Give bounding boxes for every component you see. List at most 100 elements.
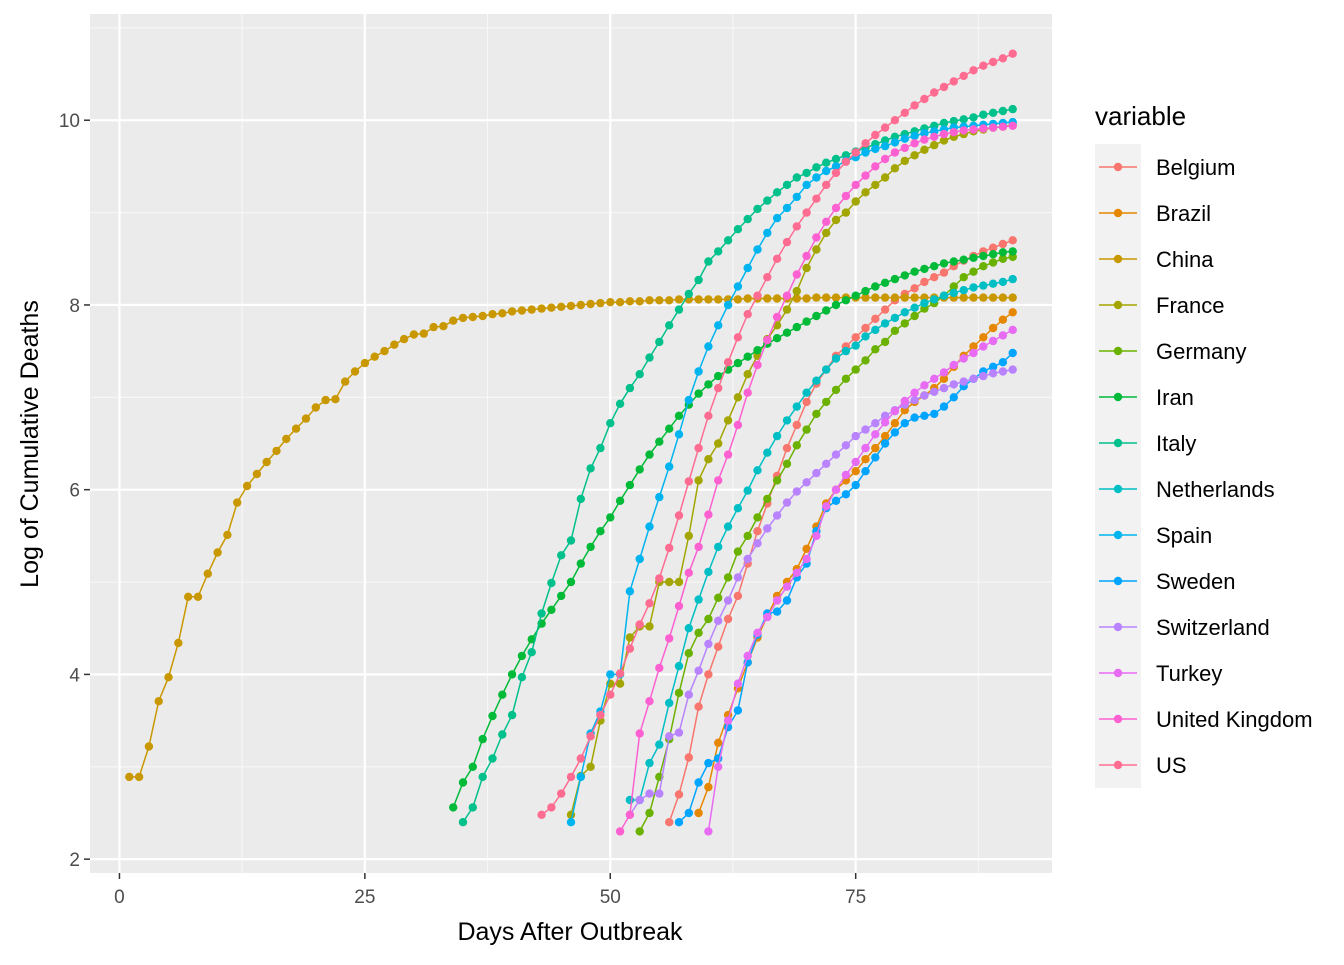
data-point: [900, 156, 909, 166]
data-point: [753, 291, 762, 300]
data-point: [665, 296, 674, 305]
data-point: [969, 293, 978, 302]
data-point: [851, 180, 860, 190]
data-point: [301, 414, 311, 423]
data-point: [615, 399, 625, 408]
data-point: [596, 710, 605, 720]
legend-key-point: [1113, 254, 1123, 264]
legend-item-iran: Iran: [1099, 385, 1194, 410]
data-point: [880, 173, 890, 182]
data-point: [930, 273, 939, 282]
legend-label: Turkey: [1156, 661, 1222, 686]
data-point: [262, 457, 271, 467]
data-point: [282, 434, 291, 444]
data-point: [625, 297, 635, 306]
data-point: [625, 480, 635, 490]
data-point: [930, 262, 939, 271]
data-point: [782, 443, 792, 453]
data-point: [812, 173, 821, 182]
data-point: [723, 614, 733, 624]
data-point: [704, 827, 713, 836]
data-point: [566, 577, 576, 587]
data-point: [763, 273, 772, 282]
data-point: [753, 527, 762, 536]
data-point: [979, 293, 988, 302]
series-line: [629, 278, 1013, 801]
data-point: [763, 294, 772, 303]
data-point: [802, 544, 811, 553]
data-point: [930, 374, 939, 383]
data-point: [831, 293, 841, 302]
data-point: [733, 420, 743, 430]
data-point: [733, 504, 743, 513]
legend-key-point: [1113, 208, 1123, 218]
data-point: [606, 690, 615, 699]
data-point: [822, 459, 831, 468]
data-point: [625, 644, 635, 653]
data-point: [979, 251, 988, 261]
data-point: [949, 128, 958, 137]
data-point: [743, 214, 752, 224]
data-point: [723, 596, 733, 605]
data-point: [645, 758, 654, 768]
data-point: [969, 267, 978, 276]
data-point: [596, 527, 605, 536]
data-point: [763, 228, 772, 238]
data-point: [704, 295, 713, 304]
data-point: [449, 316, 458, 325]
data-point: [370, 352, 379, 361]
data-point: [890, 148, 900, 157]
data-point: [743, 554, 752, 564]
data-point: [704, 257, 713, 266]
data-point: [704, 670, 713, 679]
data-point: [576, 300, 585, 310]
data-point: [920, 381, 929, 390]
data-point: [988, 369, 998, 378]
data-point: [988, 258, 998, 267]
data-point: [910, 267, 919, 276]
data-point: [733, 591, 743, 601]
data-point: [606, 670, 615, 679]
data-point: [880, 431, 890, 441]
data-point: [782, 416, 792, 425]
data-point: [694, 808, 703, 818]
x-tick-label: 75: [845, 887, 866, 908]
data-point: [694, 295, 703, 304]
data-point: [880, 123, 890, 132]
data-point: [861, 171, 870, 180]
data-point: [753, 466, 762, 475]
data-point: [851, 431, 860, 441]
data-point: [792, 192, 801, 202]
data-point: [998, 358, 1008, 367]
legend-label: Iran: [1156, 385, 1194, 410]
data-point: [772, 607, 782, 616]
data-point: [851, 365, 860, 374]
data-point: [930, 132, 939, 141]
data-point: [478, 311, 487, 321]
data-point: [154, 697, 163, 706]
data-point: [350, 367, 360, 376]
data-point: [1008, 247, 1017, 256]
data-point: [880, 319, 890, 328]
data-point: [851, 480, 860, 490]
data-point: [645, 296, 654, 305]
data-point: [625, 633, 635, 642]
data-point: [753, 346, 762, 355]
data-point: [547, 578, 556, 588]
data-point: [959, 255, 968, 264]
series-line: [570, 121, 1013, 823]
data-point: [144, 742, 154, 751]
data-point: [831, 385, 841, 395]
data-point: [969, 66, 978, 75]
data-point: [655, 663, 664, 673]
data-point: [665, 462, 674, 471]
data-point: [743, 370, 752, 379]
data-point: [557, 789, 566, 798]
data-point: [733, 393, 743, 402]
data-point: [910, 139, 919, 148]
data-point: [831, 450, 841, 459]
data-point: [478, 772, 487, 782]
legend-key-background: [1095, 144, 1141, 788]
data-point: [812, 163, 821, 172]
data-point: [939, 374, 949, 383]
